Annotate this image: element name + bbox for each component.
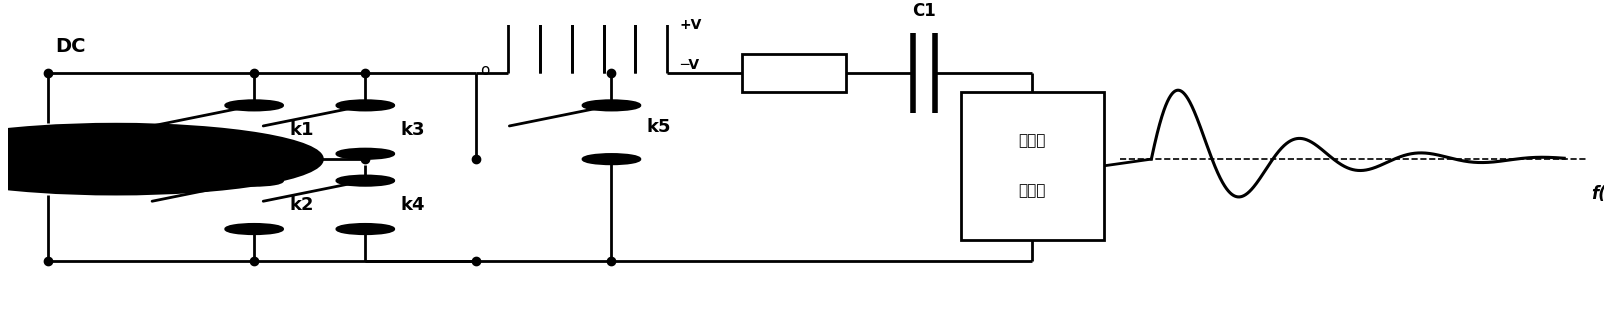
- Text: ─V: ─V: [680, 58, 699, 72]
- Circle shape: [337, 176, 395, 185]
- Circle shape: [337, 100, 395, 110]
- Text: RP: RP: [781, 64, 807, 82]
- Text: V: V: [117, 149, 132, 167]
- Circle shape: [226, 100, 282, 110]
- Text: k5: k5: [646, 118, 670, 136]
- Circle shape: [582, 154, 640, 164]
- Circle shape: [0, 124, 322, 194]
- Text: k4: k4: [401, 196, 425, 214]
- Circle shape: [582, 100, 640, 110]
- Text: k1: k1: [289, 121, 314, 138]
- Text: +V: +V: [680, 18, 703, 32]
- Text: ─: ─: [128, 162, 136, 176]
- Circle shape: [337, 224, 395, 234]
- Text: DC: DC: [56, 37, 87, 56]
- Bar: [743, 54, 845, 92]
- Text: 气设备: 气设备: [1019, 184, 1046, 198]
- Circle shape: [226, 176, 282, 185]
- Circle shape: [337, 149, 395, 159]
- Circle shape: [226, 224, 282, 234]
- Text: +: +: [93, 139, 107, 157]
- Text: C1: C1: [913, 2, 937, 20]
- Text: o: o: [480, 63, 489, 78]
- Bar: [961, 92, 1104, 240]
- Text: 被测电: 被测电: [1019, 133, 1046, 148]
- Text: k2: k2: [289, 196, 314, 214]
- Text: f(t): f(t): [1591, 185, 1604, 203]
- Circle shape: [226, 149, 282, 159]
- Text: k3: k3: [401, 121, 425, 138]
